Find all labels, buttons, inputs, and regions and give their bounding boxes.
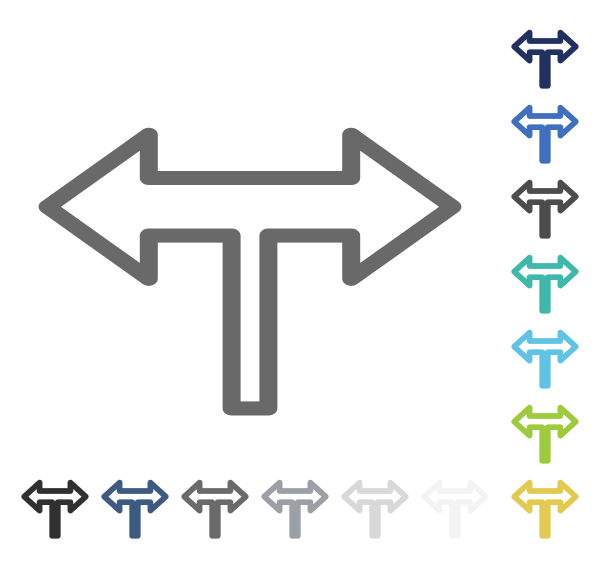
bifurcation-arrow-icon-bottom-5 [420,470,490,540]
bifurcation-arrow-icon-bottom-1 [100,470,170,540]
bifurcation-arrow-icon-main [20,70,480,430]
bifurcation-arrow-icon-right-0 [510,20,580,90]
bifurcation-arrow-icon-right-3 [510,245,580,315]
bifurcation-arrow-icon-bottom-2 [180,470,250,540]
bifurcation-arrow-icon-right-6 [510,470,580,540]
bifurcation-arrow-icon-right-4 [510,320,580,390]
bifurcation-arrow-icon-right-1 [510,95,580,165]
bifurcation-arrow-icon-right-5 [510,395,580,465]
bifurcation-arrow-icon-right-2 [510,170,580,240]
bifurcation-arrow-icon-bottom-3 [260,470,330,540]
bifurcation-arrow-icon-bottom-4 [340,470,410,540]
bifurcation-arrow-icon-bottom-0 [20,470,90,540]
